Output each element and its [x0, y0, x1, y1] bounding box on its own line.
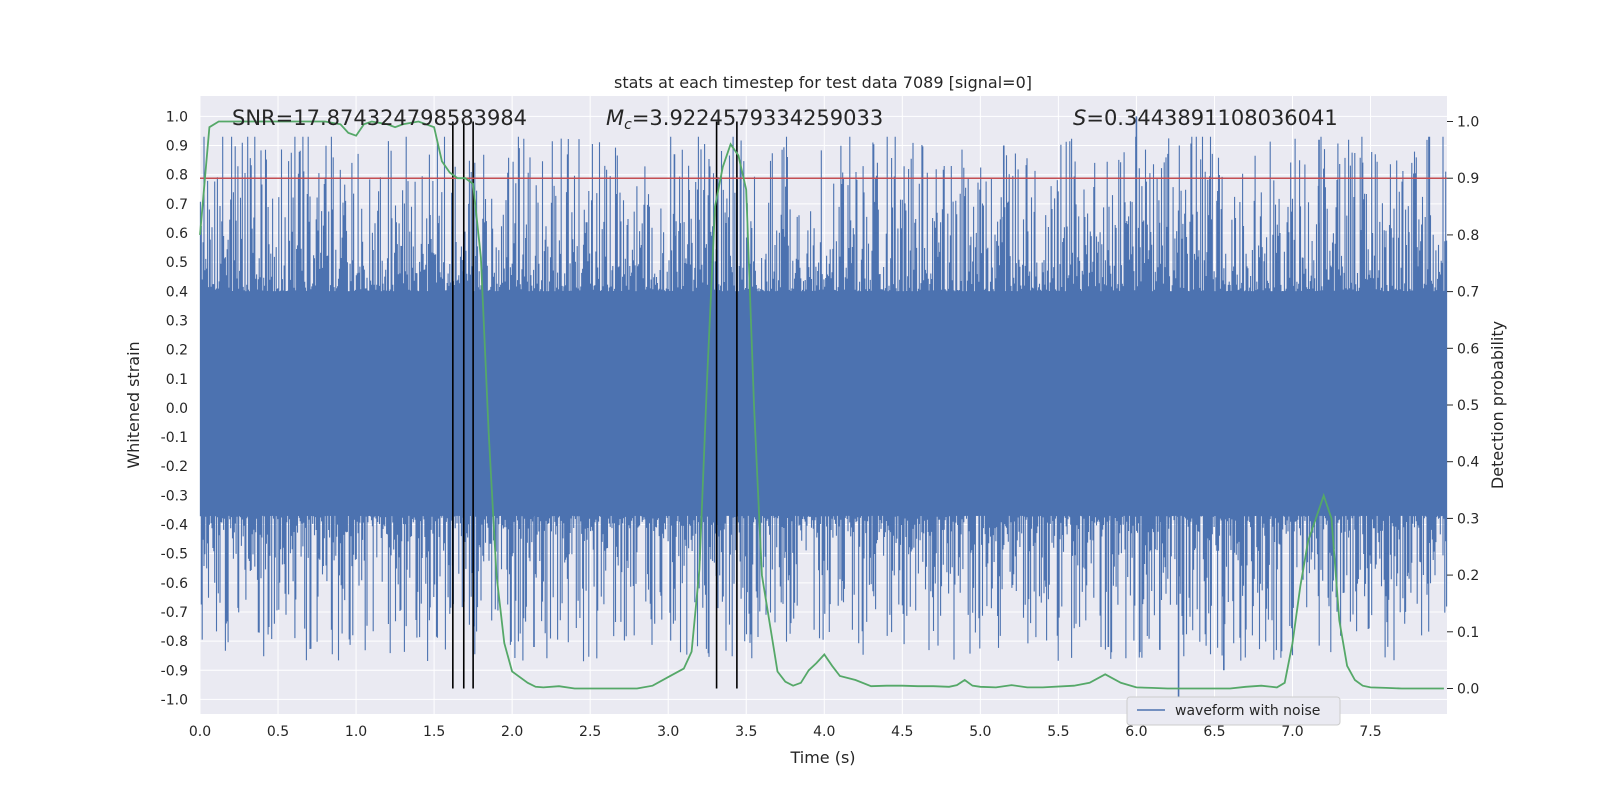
- snr-annotation: SNR=17.874324798583984: [232, 106, 527, 130]
- y-left-tick-label: 0.4: [166, 284, 188, 300]
- y-right-tick-label: 0.6: [1457, 341, 1479, 357]
- y-left-tick-label: 0.6: [166, 226, 188, 242]
- waveform-spikes: [199, 136, 1448, 662]
- y-left-tick-label: -0.5: [161, 547, 188, 563]
- y-left-tick-label: 0.7: [166, 197, 188, 213]
- x-tick-label: 7.5: [1359, 724, 1381, 740]
- y-left-tick-label: 0.2: [166, 343, 188, 359]
- chirp-mass-symbol: M: [606, 106, 624, 130]
- x-tick-label: 2.0: [501, 724, 523, 740]
- probability-series: [199, 120, 1444, 690]
- y-right-tick-label: 0.1: [1457, 625, 1479, 641]
- y-left-tick-label: 0.1: [166, 372, 188, 388]
- chirp-mass-annotation: Mc=3.9224579334259033: [606, 106, 883, 133]
- legend-box: [1126, 696, 1341, 726]
- y-left-tick-label: -0.6: [161, 576, 188, 592]
- vertical-markers: [452, 121, 738, 689]
- y-left-tick-label: -0.3: [161, 488, 188, 504]
- y-right-tick-label: 1.0: [1457, 115, 1479, 131]
- x-tick-label: 6.5: [1203, 724, 1225, 740]
- y-left-tick-label: 0.3: [166, 313, 188, 329]
- y-right-tick-label: 0.5: [1457, 398, 1479, 414]
- y-left-tick-label: -0.2: [161, 459, 188, 475]
- probability-line: [199, 120, 1444, 690]
- x-tick-label: 5.0: [969, 724, 991, 740]
- y-left-tick-label: -0.8: [161, 634, 188, 650]
- y-left-tick-label: 1.0: [166, 109, 188, 125]
- x-tick-label: 2.5: [579, 724, 601, 740]
- chart-title: stats at each timestep for test data 708…: [614, 73, 1032, 92]
- y-left-tick-label: 0.5: [166, 255, 188, 271]
- s-value: =0.3443891108036041: [1086, 106, 1337, 130]
- x-tick-label: 5.5: [1047, 724, 1069, 740]
- y-axis-right-label: Detection probability: [1488, 321, 1507, 489]
- y-right-tick-label: 0.4: [1457, 455, 1479, 471]
- y-left-tick-label: -0.7: [161, 605, 188, 621]
- y-right-tick-label: 0.3: [1457, 511, 1479, 527]
- y-right-tick-label: 0.7: [1457, 285, 1479, 301]
- y-right-tick-label: 0.0: [1457, 681, 1479, 697]
- legend: waveform with noise: [1126, 696, 1341, 726]
- y-left-tick-label: -1.0: [161, 692, 188, 708]
- x-tick-label: 1.5: [423, 724, 445, 740]
- x-tick-label: 0.0: [189, 724, 211, 740]
- chirp-mass-subscript: c: [624, 117, 632, 133]
- x-axis-label: Time (s): [789, 748, 855, 767]
- x-tick-label: 4.0: [813, 724, 835, 740]
- y-left-tick-label: 0.0: [166, 401, 188, 417]
- chirp-mass-value: =3.9224579334259033: [632, 106, 883, 130]
- y-left-tick-label: 0.9: [166, 139, 188, 155]
- s-annotation: S=0.3443891108036041: [1073, 106, 1338, 130]
- waveform-series: [199, 116, 1448, 700]
- y-left-tick-label: -0.4: [161, 518, 188, 534]
- x-tick-label: 6.0: [1125, 724, 1147, 740]
- tick-labels: 0.0 0.5 1.0 1.5 2.0 2.5 3.0 3.5 4.0 4.5 5.0 5.5 6.0 6…: [161, 109, 1480, 740]
- x-tick-label: 3.0: [657, 724, 679, 740]
- legend-label-waveform: waveform with noise: [1175, 703, 1320, 719]
- y-right-tick-label: 0.8: [1457, 228, 1479, 244]
- x-tick-label: 4.5: [891, 724, 913, 740]
- y-axis-left-label: Whitened strain: [124, 341, 143, 468]
- x-tick-label: 1.0: [345, 724, 367, 740]
- x-tick-label: 3.5: [735, 724, 757, 740]
- s-symbol: S: [1073, 106, 1086, 130]
- y-left-tick-label: -0.9: [161, 663, 188, 679]
- y-left-tick-label: -0.1: [161, 430, 188, 446]
- x-tick-label: 7.0: [1281, 724, 1303, 740]
- y-right-tick-label: 0.2: [1457, 568, 1479, 584]
- y-right-tick-label: 0.9: [1457, 171, 1479, 187]
- y-left-tick-label: 0.8: [166, 168, 188, 184]
- x-tick-label: 0.5: [267, 724, 289, 740]
